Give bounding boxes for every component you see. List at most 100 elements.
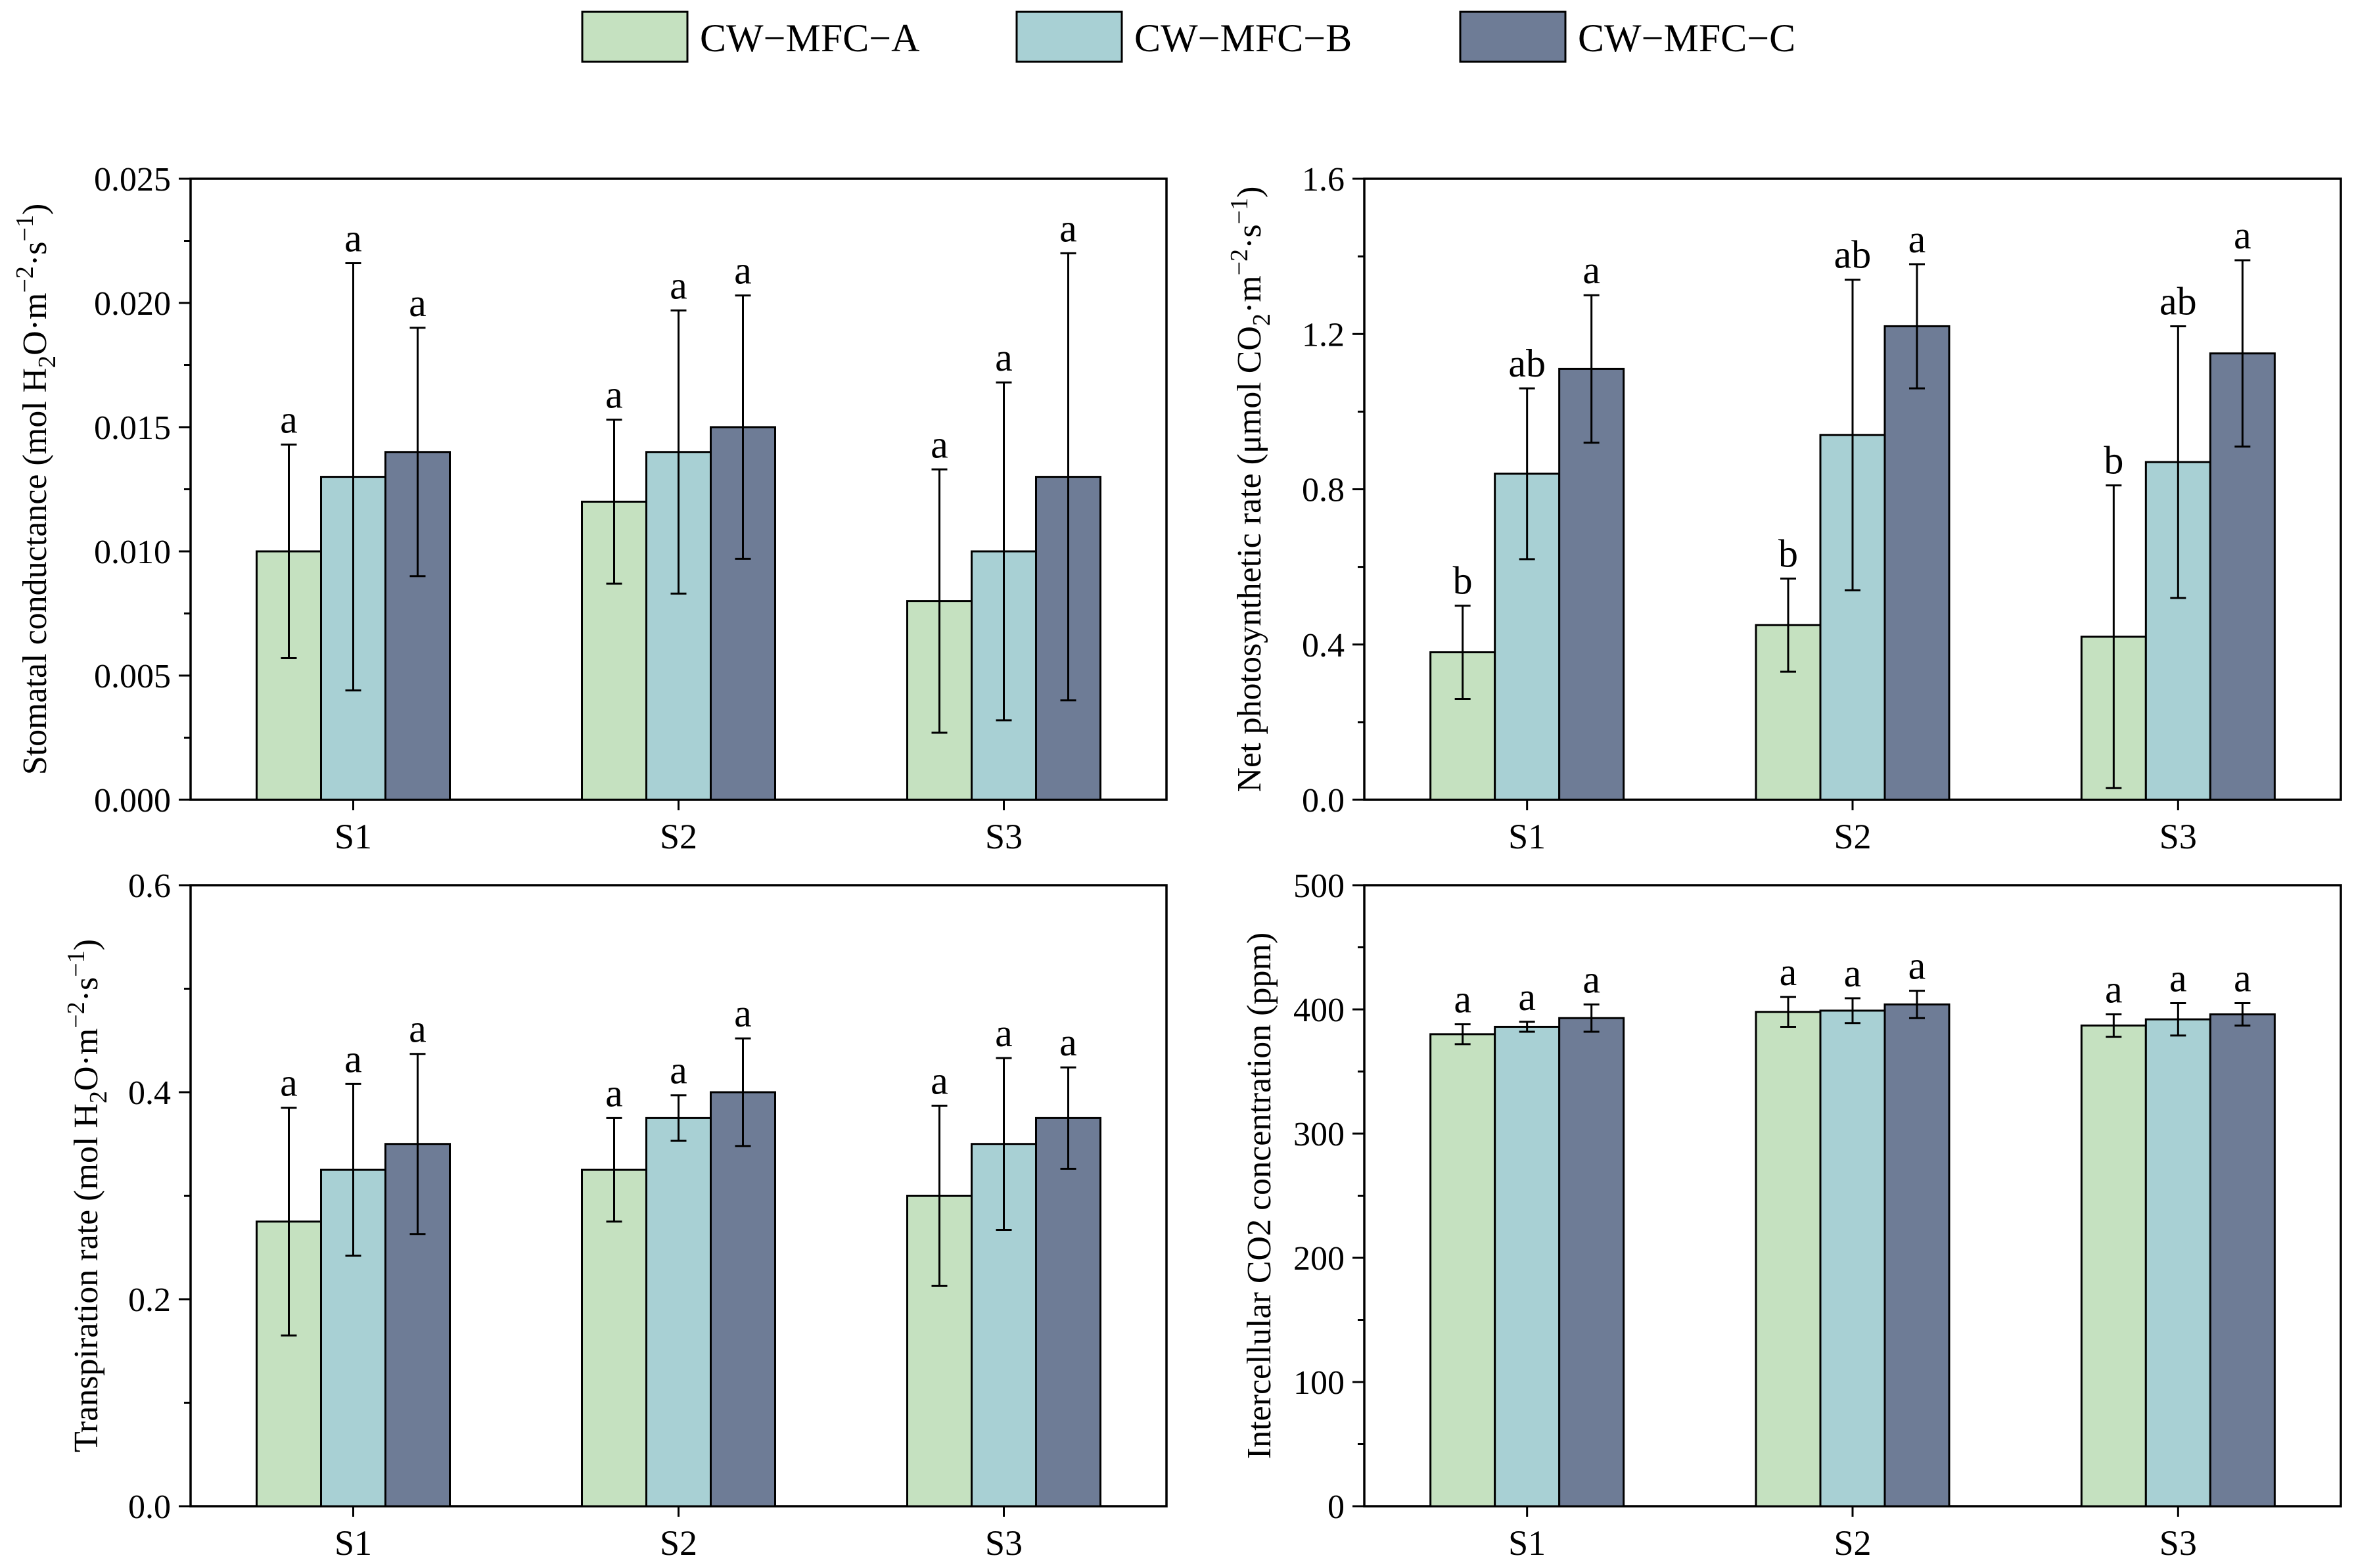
y-tick-label: 0.000: [94, 782, 171, 819]
y-tick-label: 0.0: [128, 1488, 171, 1526]
legend-swatch-3: [1459, 11, 1567, 63]
significance-letter: a: [931, 423, 948, 466]
significance-letter: a: [670, 1049, 687, 1092]
y-axis-label-sub: 2: [85, 1091, 112, 1103]
significance-letter: a: [1780, 950, 1797, 994]
x-tick-label: S2: [1834, 817, 1871, 856]
y-axis-label-sup2: −1: [62, 950, 90, 977]
y-axis-label-mid2: ·s: [16, 241, 54, 266]
significance-letter: a: [409, 281, 427, 325]
significance-letter: a: [2105, 968, 2123, 1011]
y-axis-label-post: ): [16, 204, 54, 215]
chart-panel-top-left: 0.000 0.005 0.010 0.015 0.020 0.025 Stomatal c…: [11, 161, 1168, 856]
bar-CW−MFC−A-S2: [1755, 1011, 1822, 1508]
bar-CW−MFC−B-S2: [1819, 1009, 1886, 1508]
significance-letter: a: [670, 264, 687, 307]
significance-letter: ab: [1508, 342, 1546, 385]
y-tick-label: 0.015: [94, 409, 171, 447]
y-axis-label-sub: 2: [34, 356, 61, 368]
significance-letter: a: [1518, 975, 1536, 1019]
legend-label-3: CW−MFC−C: [1578, 16, 1795, 60]
y-tick-label: 500: [1293, 867, 1345, 905]
chart-panel-bottom-right: 0 100 200 300 400 500 Intercellular CO2 concen…: [1241, 867, 2342, 1563]
y-tick-label: 0.4: [1302, 627, 1345, 664]
chart-panel-bottom-left: 0.0 0.2 0.4 0.6 Transpiration rate (mol H2O·…: [62, 867, 1168, 1563]
significance-letter: a: [2234, 957, 2251, 1000]
x-tick-label: S1: [335, 1523, 372, 1563]
bar-CW−MFC−A-S3: [2080, 1025, 2147, 1508]
y-axis-label-sup1: −2: [62, 1002, 90, 1028]
significance-letter: b: [2104, 439, 2123, 482]
chart-panel-top-right: 0.0 0.4 0.8 1.2 1.6 Net photosynthetic rate (…: [1226, 161, 2342, 856]
y-axis-label-mid2: ·s: [1231, 224, 1268, 249]
significance-letter: a: [1059, 206, 1077, 250]
y-axis-label-sup2: −1: [1226, 198, 1253, 224]
significance-letter: ab: [1834, 233, 1872, 277]
y-tick-label: 300: [1293, 1116, 1345, 1153]
x-tick-label: S1: [1508, 1523, 1546, 1563]
y-tick-label: 0.2: [128, 1281, 171, 1319]
significance-letter: a: [344, 217, 362, 260]
significance-letter: a: [995, 336, 1013, 379]
y-axis-label-mid: O·m: [68, 1028, 105, 1091]
bar-CW−MFC−C-S2: [1883, 325, 1950, 801]
significance-letter: a: [1908, 944, 1926, 988]
significance-letter: a: [280, 1061, 298, 1105]
significance-letter: b: [1778, 532, 1798, 575]
bar-CW−MFC−B-S3: [2144, 461, 2211, 801]
x-tick-label: S3: [985, 1523, 1023, 1563]
significance-letter: a: [734, 992, 752, 1035]
significance-letter: a: [1454, 978, 1471, 1021]
y-axis-label-sup1: −2: [1226, 249, 1253, 275]
y-tick-label: 0.010: [94, 534, 171, 571]
y-tick-label: 0.005: [94, 658, 171, 695]
bar-CW−MFC−C-S2: [710, 1091, 776, 1508]
x-tick-label: S1: [335, 817, 372, 856]
y-axis-label-sup2: −1: [11, 215, 39, 241]
x-tick-label: S1: [1508, 817, 1546, 856]
legend-swatch-1: [581, 11, 689, 63]
bar-CW−MFC−C-S2: [1883, 1003, 1950, 1508]
y-tick-label: 0.8: [1302, 472, 1345, 509]
legend-label-2: CW−MFC−B: [1134, 16, 1352, 60]
significance-letter: a: [1844, 952, 1862, 995]
y-axis-label-pre: Net photosynthetic rate (μmol CO: [1231, 326, 1268, 793]
bar-CW−MFC−C-S3: [2209, 1013, 2276, 1508]
bar-CW−MFC−B-S2: [645, 1117, 712, 1508]
y-axis-label-sup1: −2: [11, 266, 39, 292]
y-tick-label: 1.2: [1302, 316, 1345, 354]
y-tick-label: 400: [1293, 992, 1345, 1029]
significance-letter: a: [995, 1011, 1013, 1055]
significance-letter: a: [931, 1059, 948, 1102]
legend-label-1: CW−MFC−A: [700, 16, 919, 60]
significance-letter: ab: [2159, 279, 2197, 323]
x-tick-label: S2: [1834, 1523, 1871, 1563]
y-tick-label: 0.4: [128, 1074, 171, 1112]
x-tick-label: S2: [660, 817, 697, 856]
y-axis-label: Net photosynthetic rate (μmol CO2·m−2·s−…: [1226, 186, 1276, 792]
significance-letter: a: [344, 1037, 362, 1080]
y-axis-label-mid2: ·s: [68, 977, 105, 1002]
significance-letter: a: [1908, 218, 1926, 261]
bar-CW−MFC−C-S1: [1558, 1017, 1625, 1508]
legend-swatch-2: [1015, 11, 1123, 63]
bar-CW−MFC−C-S3: [1035, 1117, 1101, 1508]
x-tick-label: S3: [2159, 1523, 2197, 1563]
y-tick-label: 1.6: [1302, 161, 1345, 198]
y-tick-label: 0.025: [94, 161, 171, 198]
y-axis-label: Transpiration rate (mol H2O·m−2·s−1): [62, 939, 112, 1452]
y-axis-label-pre: Stomatal conductance (mol H: [16, 368, 54, 775]
y-axis-label: Stomatal conductance (mol H2O·m−2·s−1): [11, 204, 61, 775]
bar-CW−MFC−B-S3: [2144, 1018, 2211, 1508]
significance-letter: a: [280, 398, 298, 441]
significance-letter: a: [605, 1071, 623, 1115]
x-tick-label: S3: [2159, 817, 2197, 856]
x-tick-label: S3: [985, 817, 1023, 856]
significance-letter: a: [1582, 248, 1600, 292]
bar-CW−MFC−A-S2: [581, 1168, 647, 1508]
y-axis-label-mid: ·m: [1231, 275, 1268, 313]
y-axis-label: Intercellular CO2 concentration (ppm): [1241, 933, 1278, 1459]
significance-letter: a: [605, 373, 623, 417]
